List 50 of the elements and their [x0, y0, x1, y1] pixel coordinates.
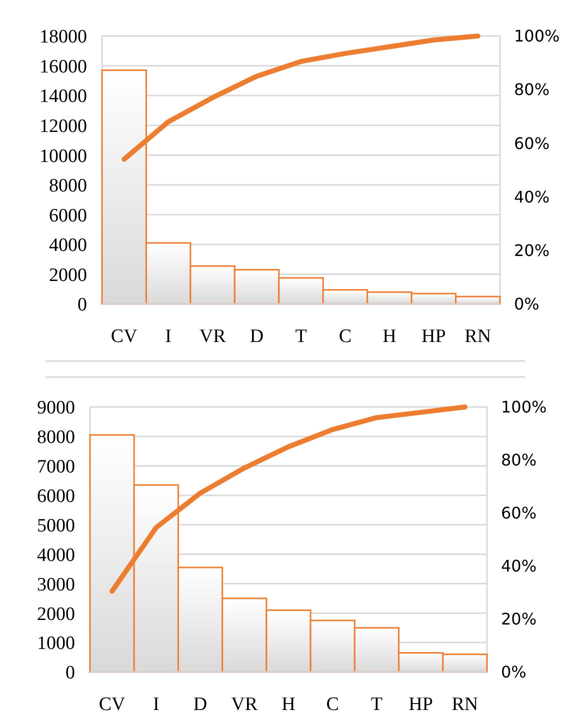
x-tick-label: HP	[422, 326, 446, 347]
y-tick-label: 2000	[49, 264, 87, 286]
y2-tick-label: 40%	[514, 187, 550, 206]
y-tick-label: 16000	[40, 56, 87, 78]
x-tick-label: VR	[231, 694, 258, 715]
y2-tick-label: 80%	[514, 80, 550, 100]
y2-tick-label: 0%	[514, 294, 540, 314]
y-tick-label: 9000	[37, 398, 75, 419]
y-tick-label: 3000	[37, 574, 75, 596]
x-tick-label: H	[382, 326, 397, 347]
y-tick-label: 8000	[37, 427, 75, 448]
x-tick-label: D	[250, 326, 264, 347]
y-tick-label: 0	[66, 662, 75, 684]
y-tick-label: 1000	[37, 633, 75, 654]
y2-tick-label: 100%	[514, 26, 560, 46]
y-tick-label: 8000	[49, 176, 87, 197]
x-tick-label: CV	[110, 326, 138, 347]
x-tick-label: RN	[464, 326, 492, 347]
y-tick-label: 14000	[40, 86, 87, 108]
y-tick-label: 7000	[37, 456, 75, 478]
x-tick-label: H	[282, 694, 296, 715]
y2-tick-label: 20%	[501, 610, 537, 629]
x-tick-label: T	[370, 694, 383, 715]
y-tick-label: 18000	[40, 26, 87, 48]
x-tick-label: CV	[98, 694, 126, 715]
y2-tick-label: 100%	[501, 398, 547, 417]
x-tick-label: I	[165, 326, 172, 347]
y-tick-label: 0	[78, 294, 87, 316]
x-tick-label: RN	[452, 694, 478, 715]
y2-tick-label: 60%	[501, 504, 537, 523]
y2-tick-label: 60%	[514, 134, 550, 153]
y-tick-label: 2000	[37, 604, 75, 625]
x-tick-label: C	[326, 694, 339, 715]
y-tick-label: 4000	[49, 235, 87, 256]
y-tick-label: 4000	[37, 544, 75, 566]
y-tick-label: 12000	[40, 116, 87, 137]
x-tick-label: I	[153, 694, 160, 715]
y2-tick-label: 20%	[514, 241, 550, 260]
x-tick-label: T	[295, 326, 308, 347]
y-tick-label: 6000	[37, 486, 75, 507]
x-tick-label: D	[193, 694, 208, 715]
y-tick-label: 6000	[49, 205, 87, 226]
y-tick-label: 5000	[37, 515, 75, 536]
x-tick-label: VR	[199, 326, 226, 347]
x-tick-label: HP	[408, 694, 433, 715]
y-tick-label: 10000	[40, 146, 87, 167]
y2-tick-label: 40%	[501, 556, 537, 576]
y2-tick-label: 80%	[501, 450, 537, 470]
y2-tick-label: 0%	[501, 662, 526, 682]
x-tick-label: C	[338, 326, 352, 347]
